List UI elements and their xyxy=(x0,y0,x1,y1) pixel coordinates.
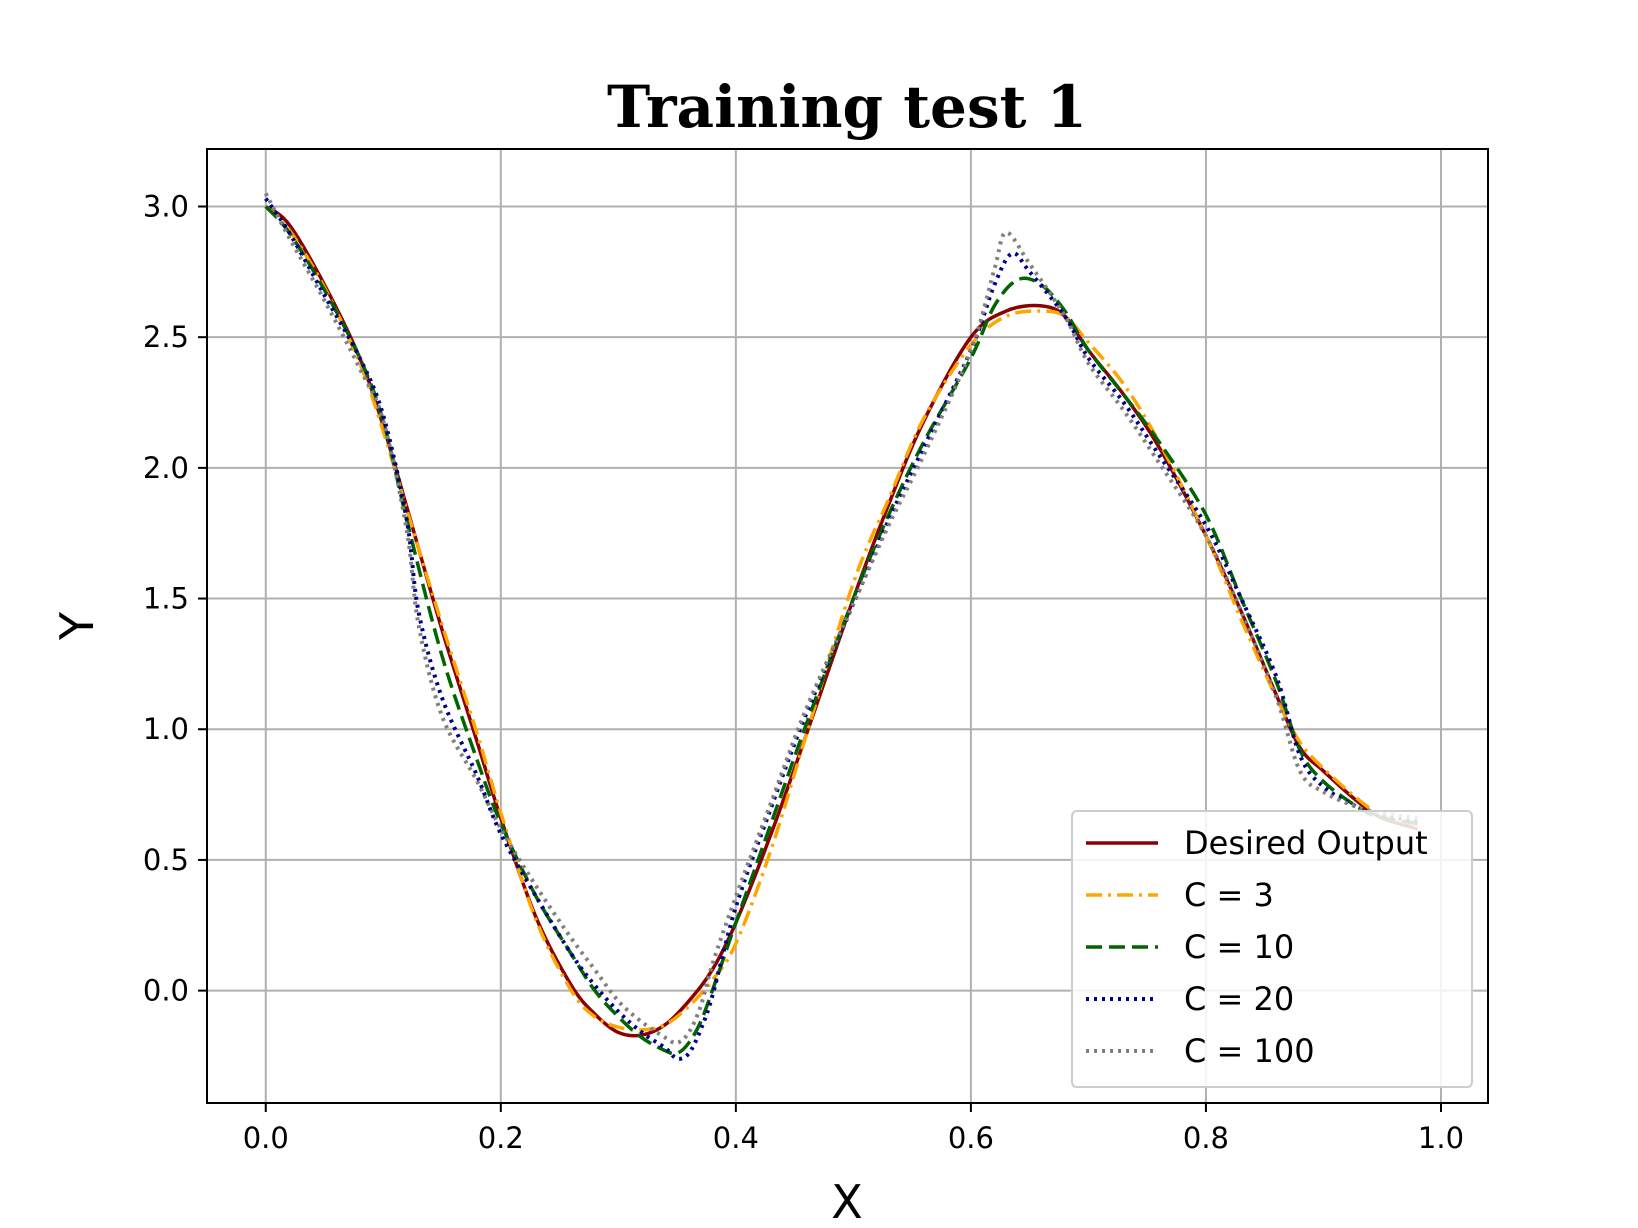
ticks: 0.0 0.2 0.4 0.6 0.8 1.0 0.0 0.5 1.0 1.5 2.0 2.5 3.0 xyxy=(143,190,1464,1155)
x-tick-label: 1.0 xyxy=(1418,1121,1464,1155)
legend-label: Desired Output xyxy=(1184,824,1428,862)
series-layer xyxy=(263,192,1418,1061)
legend-label: C = 3 xyxy=(1184,876,1274,914)
series-line-2 xyxy=(264,205,1418,1056)
series-line-4 xyxy=(263,192,1418,1046)
legend-box xyxy=(1071,810,1473,1088)
y-tick-label: 0.0 xyxy=(143,974,189,1008)
x-tick-label: 0.0 xyxy=(243,1121,289,1155)
x-tick-label: 0.6 xyxy=(948,1121,994,1155)
plot-frame xyxy=(206,148,1489,1104)
y-tick-label: 0.5 xyxy=(143,843,189,877)
series-line-1 xyxy=(264,205,1418,1032)
chart-title: Training test 1 xyxy=(607,73,1087,141)
y-tick-label: 1.5 xyxy=(143,582,189,616)
legend-label: C = 10 xyxy=(1184,928,1294,966)
x-tick-label: 0.2 xyxy=(478,1121,524,1155)
y-tick-label: 3.0 xyxy=(143,190,189,224)
x-axis-label: X xyxy=(831,1175,863,1228)
y-tick-label: 1.0 xyxy=(143,712,189,746)
y-tick-label: 2.5 xyxy=(143,320,189,354)
legend: Desired Output C = 3 C = 10 C = 20 C = 100 xyxy=(1071,810,1473,1088)
y-axis-label: Y xyxy=(50,611,104,641)
x-tick-label: 0.4 xyxy=(713,1121,759,1155)
y-tick-label: 2.0 xyxy=(143,451,189,485)
legend-label: C = 20 xyxy=(1184,980,1294,1018)
legend-label: C = 100 xyxy=(1184,1032,1315,1070)
x-tick-label: 0.8 xyxy=(1183,1121,1229,1155)
